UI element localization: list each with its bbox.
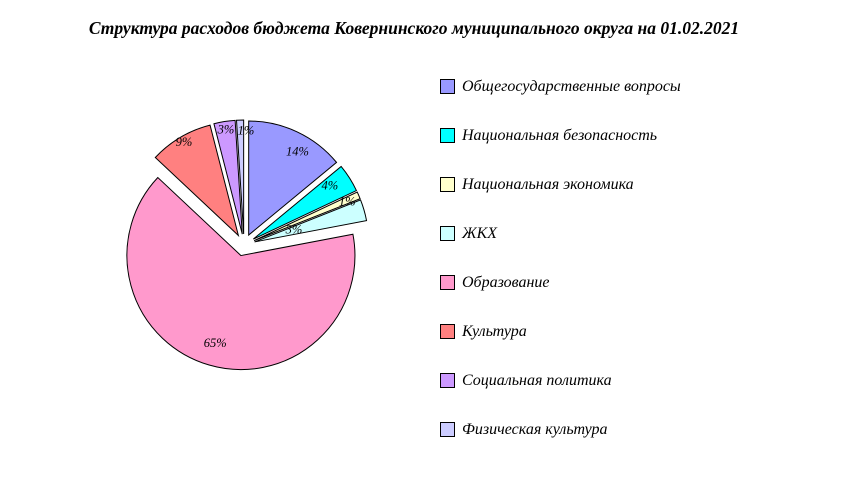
- pie-slice-3: [254, 199, 368, 243]
- legend-swatch: [440, 177, 455, 192]
- legend-swatch: [440, 373, 455, 388]
- legend-label: Образование: [462, 273, 550, 291]
- pie-slice-4: [126, 176, 356, 371]
- legend-label: Физическая культура: [462, 420, 608, 438]
- legend-swatch: [440, 324, 455, 339]
- pie-slice-2: [253, 191, 361, 242]
- legend-label: Национальная экономика: [462, 175, 634, 193]
- slice-label-1: 4%: [321, 178, 338, 192]
- pie-slice-0: [248, 120, 338, 237]
- slice-label-6: 3%: [217, 122, 235, 136]
- slice-label-3: 3%: [285, 222, 303, 236]
- legend-swatch: [440, 226, 455, 241]
- pie-slice-7: [235, 119, 245, 235]
- legend-label: Национальная безопасность: [462, 126, 658, 144]
- legend-swatch: [440, 128, 455, 143]
- slice-label-4: 65%: [204, 336, 227, 350]
- legend-item: Социальная политика: [440, 356, 681, 405]
- slice-label-0: 14%: [286, 144, 309, 158]
- pie-slice-5: [154, 124, 240, 238]
- legend-swatch: [440, 79, 455, 94]
- pie-slice-6: [213, 119, 243, 235]
- legend-swatch: [440, 422, 455, 437]
- pie-chart: 14%4%1%3%65%9%3% 1%: [126, 119, 368, 371]
- legend-item: ЖКХ: [440, 209, 681, 258]
- slice-label-7: 1%: [238, 123, 255, 137]
- legend-label: ЖКХ: [462, 224, 498, 242]
- legend-item: Физическая культура: [440, 405, 681, 454]
- slice-label-5: 9%: [176, 135, 193, 149]
- chart-title: Структура расходов бюджета Ковернинского…: [88, 18, 740, 38]
- legend-item: Общегосударственные вопросы: [440, 62, 681, 111]
- pie-slice-1: [252, 165, 358, 240]
- legend: Общегосударственные вопросы Национальная …: [440, 62, 681, 454]
- legend-label: Общегосударственные вопросы: [462, 77, 681, 95]
- legend-item: Национальная экономика: [440, 160, 681, 209]
- legend-label: Культура: [462, 322, 527, 340]
- slice-label-2: 1%: [339, 195, 356, 209]
- legend-swatch: [440, 275, 455, 290]
- legend-item: Национальная безопасность: [440, 111, 681, 160]
- legend-label: Социальная политика: [462, 371, 612, 389]
- legend-item: Образование: [440, 258, 681, 307]
- legend-item: Культура: [440, 307, 681, 356]
